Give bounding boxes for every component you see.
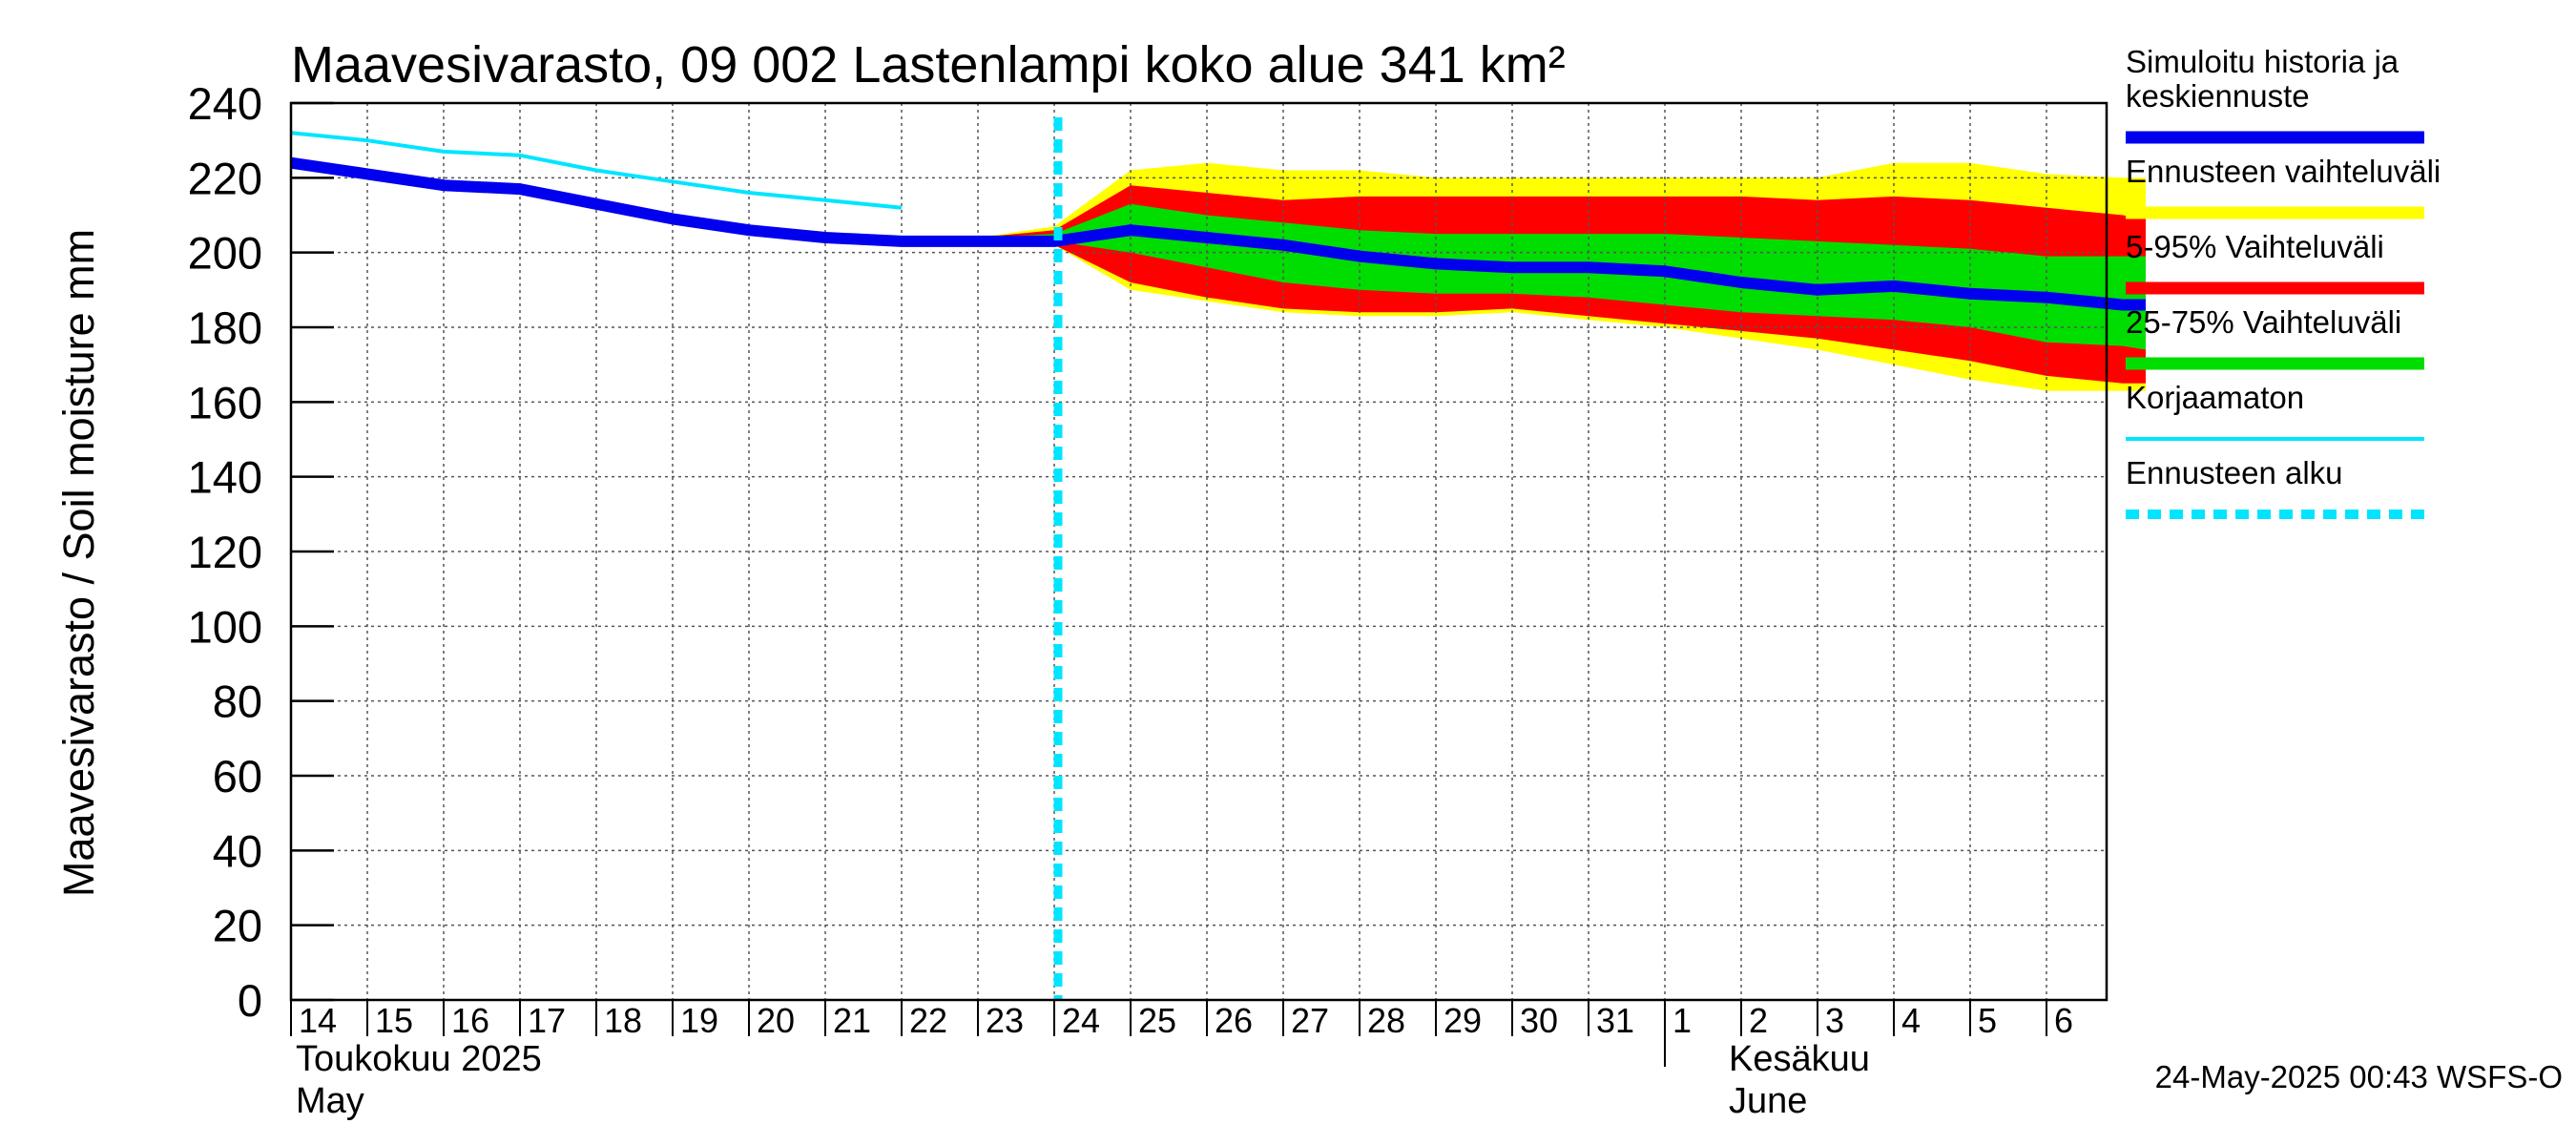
grid-lines: [291, 102, 2107, 1000]
x-tick-label-22: 5: [1978, 1001, 1997, 1040]
y-tick-label-3: 60: [213, 751, 262, 802]
x-tick-label-12: 26: [1215, 1001, 1253, 1040]
x-tick-label-2: 16: [451, 1001, 489, 1040]
x-tick-label-23: 6: [2054, 1001, 2073, 1040]
x-tick-label-19: 2: [1749, 1001, 1768, 1040]
legend-label-3-1: 5-95% Vaihteluväli: [2126, 229, 2384, 264]
y-tick-label-6: 120: [188, 527, 262, 577]
legend-label-1-1: Simuloitu historia ja: [2126, 44, 2399, 79]
x-tick-label-15: 29: [1444, 1001, 1482, 1040]
legend-label-5-1: Korjaamaton: [2126, 380, 2304, 415]
x-tick-label-16: 30: [1520, 1001, 1558, 1040]
legend-label-4-1: 25-75% Vaihteluväli: [2126, 304, 2401, 340]
y-tick-label-4: 80: [213, 677, 262, 727]
x-tick-label-14: 28: [1367, 1001, 1405, 1040]
x-tick-label-7: 21: [833, 1001, 871, 1040]
y-tick-label-10: 200: [188, 228, 262, 279]
month-label-june-en: June: [1729, 1081, 1807, 1121]
legend-entry-3: 5-95% Vaihteluväli: [2126, 229, 2424, 295]
x-tick-label-0: 14: [299, 1001, 337, 1040]
line-2: [290, 156, 2146, 311]
x-tick-label-13: 27: [1291, 1001, 1329, 1040]
x-tick-label-4: 18: [604, 1001, 642, 1040]
y-tick-label-11: 220: [188, 153, 262, 203]
month-label-june-fi: Kesäkuu: [1729, 1039, 1870, 1079]
month-label-may-fi: Toukokuu 2025: [296, 1039, 542, 1079]
y-tick-labels: 0 20 40 60 80 100 120 140 160 180 200 220 240: [188, 78, 262, 1026]
y-tick-label-5: 100: [188, 601, 262, 652]
x-tick-label-18: 1: [1672, 1001, 1692, 1040]
x-tick-label-9: 23: [986, 1001, 1024, 1040]
y-tick-label-12: 240: [188, 78, 262, 129]
month-labels: Toukokuu 2025 May Kesäkuu June: [296, 1039, 1870, 1121]
y-tick-label-8: 160: [188, 377, 262, 427]
x-tick-label-21: 4: [1901, 1001, 1921, 1040]
timestamp: 24-May-2025 00:43 WSFS-O: [2155, 1059, 2563, 1094]
x-tick-label-1: 15: [375, 1001, 413, 1040]
chart-title: Maavesivarasto, 09 002 Lastenlampi koko …: [291, 36, 1566, 94]
x-tick-labels: 14 15 16 17 18 19 20 21 22 23 24 25 26 27 28 29 30 31 1 2 3 4…: [299, 1001, 2073, 1040]
x-tick-label-10: 24: [1062, 1001, 1100, 1040]
month-label-may-en: May: [296, 1081, 364, 1121]
legend-label-6-1: Ennusteen alku: [2126, 455, 2343, 490]
y-tick-label-2: 40: [213, 825, 262, 876]
x-tick-label-3: 17: [528, 1001, 566, 1040]
legend-entry-6: Ennusteen alku: [2126, 455, 2424, 519]
x-tick-label-5: 19: [680, 1001, 718, 1040]
legend-entry-2: Ennusteen vaihteluväli: [2126, 154, 2441, 219]
legend-label-2-1: Ennusteen vaihteluväli: [2126, 154, 2441, 189]
y-tick-label-7: 140: [188, 452, 262, 503]
legend-entry-5: Korjaamaton: [2126, 380, 2424, 441]
x-tick-label-17: 31: [1596, 1001, 1634, 1040]
axes: [289, 101, 2109, 1067]
line-1: [290, 131, 903, 210]
x-tick-label-6: 20: [757, 1001, 795, 1040]
y-tick-label-0: 0: [238, 975, 262, 1026]
x-tick-label-20: 3: [1825, 1001, 1844, 1040]
y-tick-label-1: 20: [213, 901, 262, 951]
x-tick-label-8: 22: [909, 1001, 947, 1040]
x-tick-label-11: 25: [1138, 1001, 1176, 1040]
y-axis-label: Maavesivarasto / Soil moisture mm: [54, 229, 103, 897]
y-tick-label-9: 180: [188, 302, 262, 353]
legend-entry-4: 25-75% Vaihteluväli: [2126, 304, 2424, 370]
series-lines: [290, 131, 2146, 311]
legend-label-1-2: keskiennuste: [2126, 78, 2310, 114]
